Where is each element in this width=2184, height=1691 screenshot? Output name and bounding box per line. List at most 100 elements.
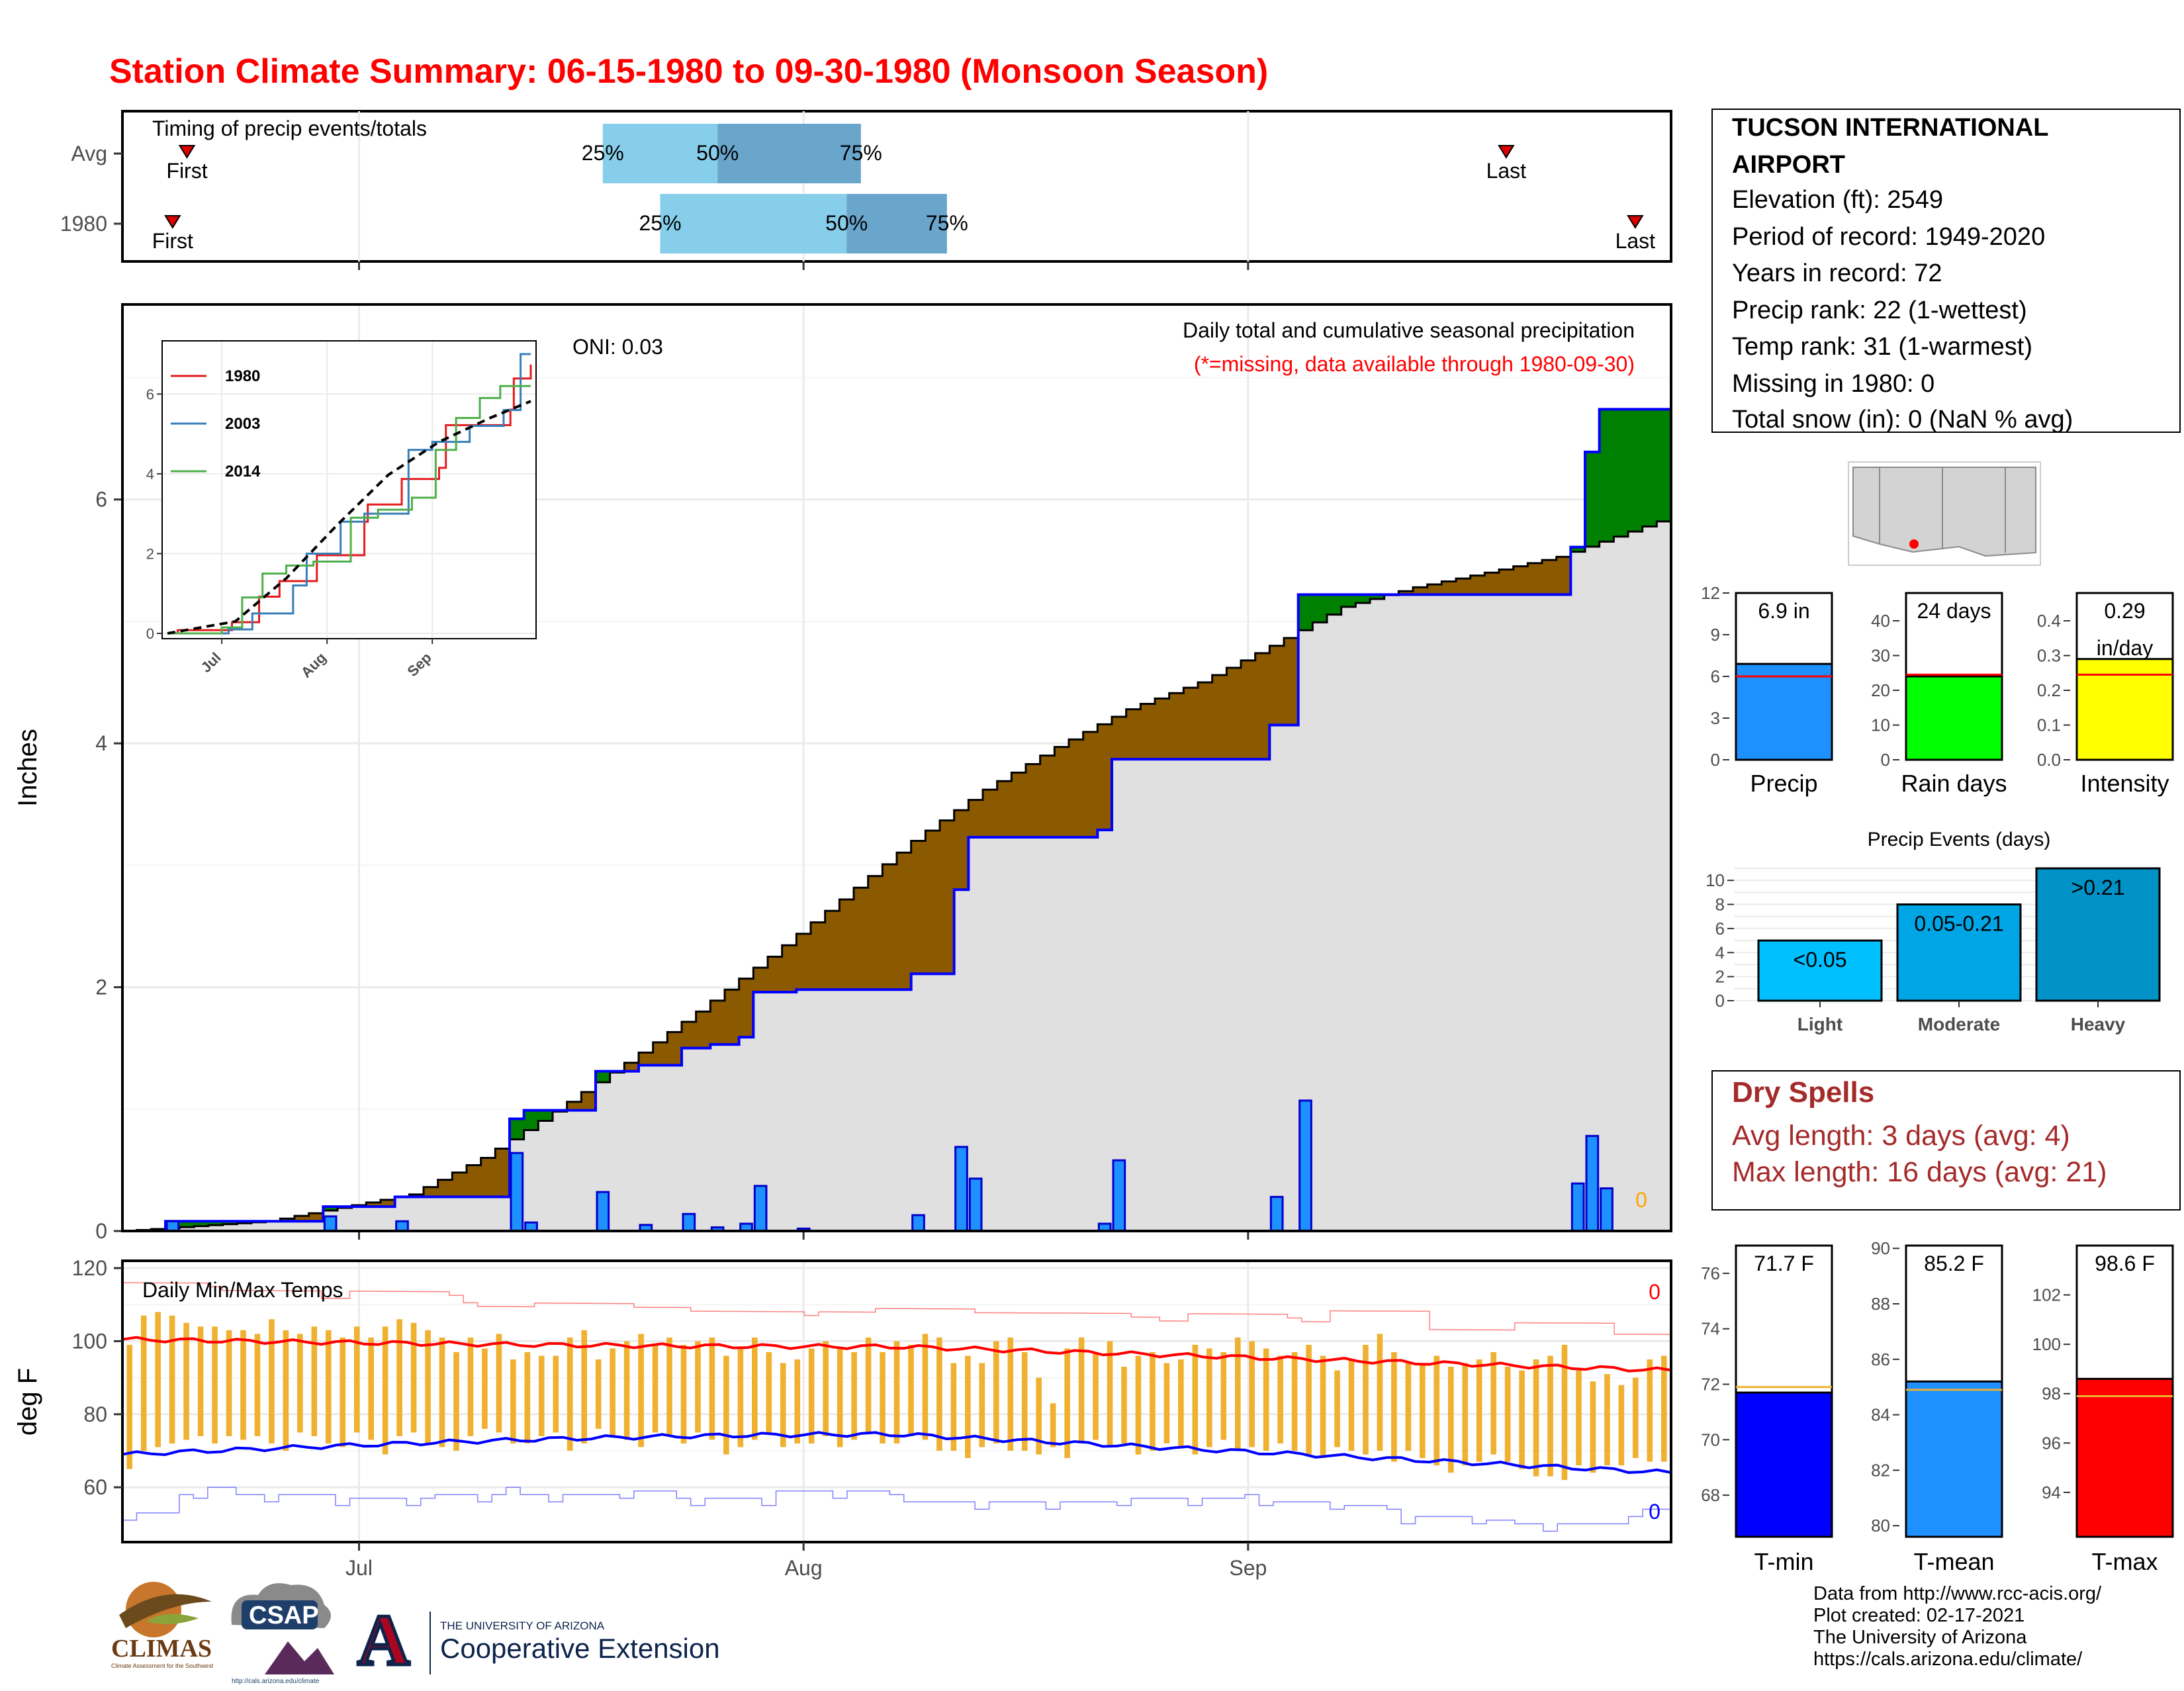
temp-daily-range-bar [922, 1334, 929, 1440]
climatology-cumulative-line [122, 520, 1671, 1232]
temp-daily-range-bar [510, 1359, 516, 1443]
daily-precip-bar [1600, 1187, 1614, 1232]
daily-precip-bar [395, 1220, 409, 1232]
below-avg-fill [1155, 698, 1170, 760]
timing-quartile-upper [717, 124, 861, 183]
temp-x-tick-label: Sep [1229, 1556, 1267, 1580]
timing-last-label: Last [1615, 229, 1656, 253]
below-avg-fill [696, 1011, 711, 1048]
above-avg-fill [1355, 594, 1371, 603]
temp-daily-range-bar [1107, 1341, 1113, 1447]
footer-data-source: Data from http://www.rcc-acis.org/ [1813, 1583, 2102, 1604]
below-avg-fill [1513, 566, 1528, 595]
mini-bar-value [1735, 1391, 1833, 1538]
station-missing: Missing in 1980: 0 [1732, 370, 1934, 398]
temp-daily-range-bar [780, 1363, 786, 1447]
below-avg-fill [753, 968, 768, 992]
temp-daily-range-bar [1150, 1351, 1156, 1451]
mini-bar-y-tick-label: 0.1 [2037, 715, 2061, 735]
temp-daily-range-bar [283, 1330, 289, 1451]
mini-bar-value-label: 85.2 F [1924, 1252, 1984, 1275]
mini-bar-category-label: Rain days [1901, 770, 2007, 797]
temp-daily-range-bar [752, 1337, 758, 1440]
below-avg-fill [667, 1032, 682, 1066]
temp-daily-range-bar [610, 1348, 615, 1436]
timing-panel: 25% 50% 75% First Last Avg 25% 50% 75% First Last 1… [60, 110, 1672, 270]
below-avg-fill [480, 1158, 496, 1197]
temp-daily-range-bar [1519, 1370, 1525, 1469]
temp-daily-range-bar [212, 1326, 218, 1443]
below-avg-fill [1427, 584, 1442, 595]
mini-bar-y-tick-label: 10 [1871, 715, 1890, 735]
footer-credits: Data from http://www.rcc-acis.org/ Plot … [1813, 1583, 2101, 1670]
temp-daily-range-bar [1647, 1359, 1653, 1462]
precip-panel: 0 2 4 6 Inches Daily total and cumulative s… [13, 303, 1672, 1243]
precip-events-chart: Precip Events (days) 0 2 4 6 8 10 <0.05 Light 0.… [1706, 829, 2161, 1034]
temp-daily-range-bar [368, 1337, 374, 1440]
daily-precip-bar [1298, 1099, 1312, 1232]
temp-axes: 60 80 100 120 Jul Aug Sep [72, 1256, 1267, 1580]
temp-daily-range-bar [837, 1348, 843, 1447]
temp-lines [122, 1282, 1672, 1532]
timing-first-label: First [152, 229, 193, 253]
timing-p75-label: 75% [926, 211, 968, 235]
above-avg-fill [1642, 409, 1657, 527]
below-avg-fill [954, 810, 969, 890]
temp-daily-range-bar [880, 1351, 886, 1443]
temp-daily-range-bar [1078, 1337, 1085, 1443]
temp-mini-bars: 68 70 72 74 76 71.7 F T-min 80 82 84 86 88 90 85.2 F T… [1701, 1238, 2174, 1575]
temp-panel-label: Daily Min/Max Temps [142, 1278, 343, 1302]
temp-daily-range-bar [1490, 1351, 1496, 1455]
record-tmax-line [122, 1282, 1671, 1336]
coop-ext-university: THE UNIVERSITY OF ARIZONA [440, 1620, 605, 1632]
temp-daily-range-bar [823, 1341, 829, 1436]
below-avg-fill [811, 922, 826, 990]
events-category-label: Heavy [2071, 1014, 2126, 1034]
below-avg-fill [983, 790, 998, 837]
mini-bar-value [1905, 1380, 2003, 1538]
below-avg-fill [1212, 675, 1227, 760]
temp-daily-range-bar [197, 1326, 204, 1436]
inset-y-tick-label: 2 [146, 545, 154, 562]
avg-tmin-line [122, 1431, 1672, 1474]
map-arizona-region [1852, 467, 2036, 557]
above-avg-fill [1370, 594, 1385, 600]
temp-daily-range-bar [1433, 1355, 1440, 1466]
temp-daily-range-bar [908, 1344, 914, 1436]
events-bar-label: 0.05-0.21 [1914, 912, 2003, 936]
mini-bar-value-label: 6.9 in [1758, 599, 1809, 623]
below-avg-fill [968, 800, 983, 837]
temp-daily-range-bar [539, 1355, 545, 1436]
above-avg-fill [1570, 547, 1586, 552]
cumulative-1980-line [122, 408, 1671, 1232]
above-avg-fill [222, 1221, 238, 1224]
inset-series-line [167, 385, 531, 635]
inset-frame [161, 340, 537, 639]
below-avg-fill [997, 781, 1012, 837]
below-avg-fill [1183, 688, 1199, 760]
timing-last-marker-icon [1627, 215, 1644, 229]
below-avg-fill [1499, 569, 1514, 595]
below-avg-fill [1026, 764, 1041, 837]
timing-first-marker-icon [178, 145, 196, 159]
below-avg-fill [1284, 638, 1299, 725]
above-avg-fill [538, 1110, 553, 1121]
temp-daily-range-bar [155, 1312, 161, 1447]
timing-last-label: Last [1486, 159, 1527, 183]
climas-swoosh-icon [119, 1594, 212, 1628]
inset-background [162, 341, 536, 639]
below-avg-fill [381, 1199, 396, 1207]
temp-daily-range-bar [1050, 1403, 1056, 1447]
inset-y-tick-label: 4 [146, 466, 154, 482]
mini-bar-y-tick-label: 0 [1711, 750, 1720, 770]
temp-daily-range-bar [467, 1337, 474, 1436]
events-y-tick-label: 6 [1715, 919, 1725, 938]
mini-bar-value [2075, 658, 2174, 761]
daily-precip-bar [1112, 1159, 1126, 1232]
inset-avg-line [167, 400, 531, 635]
mini-bar-value-label: 0.29 in/day [2097, 599, 2153, 660]
below-avg-fill [868, 876, 883, 990]
below-avg-fill [1083, 731, 1098, 837]
events-category-label: Light [1797, 1014, 1843, 1034]
